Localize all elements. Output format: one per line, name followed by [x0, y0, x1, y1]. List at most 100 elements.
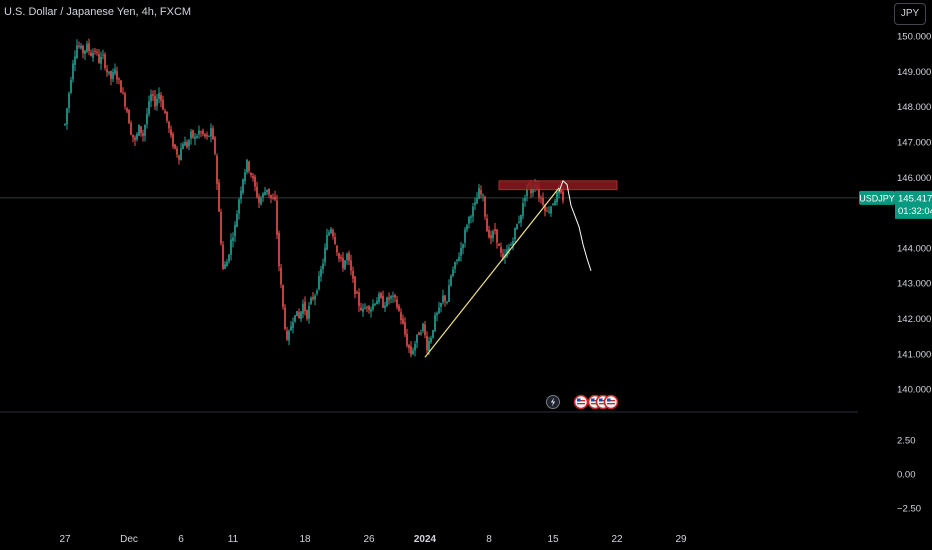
- candle-body: [126, 108, 128, 112]
- flag-circle: [573, 394, 589, 410]
- flash-icon[interactable]: [546, 395, 560, 409]
- candle-body: [562, 191, 564, 201]
- candle-body: [92, 52, 94, 58]
- candle: [318, 271, 320, 291]
- candle-body: [326, 235, 328, 250]
- candle-body: [100, 56, 102, 64]
- candle: [68, 91, 70, 114]
- us-flag-event-icon[interactable]: [573, 394, 589, 410]
- candle: [310, 296, 312, 306]
- candle-body: [532, 188, 534, 193]
- candle-body: [476, 198, 478, 204]
- candle-body: [148, 101, 150, 114]
- time-axis[interactable]: 27 Dec 6 11 18 26 2024 8 15 22 29: [59, 534, 687, 545]
- candle-body: [230, 239, 232, 255]
- candle: [308, 302, 310, 324]
- candle-body: [168, 122, 170, 129]
- candle-body: [66, 108, 68, 125]
- candle-body: [374, 303, 376, 306]
- candle: [394, 293, 396, 303]
- candle-body: [496, 229, 498, 243]
- candle: [218, 178, 220, 213]
- candle: [98, 49, 100, 64]
- candle-body: [378, 293, 380, 302]
- candle: [198, 125, 200, 139]
- symbol-title[interactable]: U.S. Dollar / Japanese Yen, 4h, FXCM: [4, 6, 192, 18]
- candle-body: [218, 182, 220, 212]
- candle-body: [418, 332, 420, 336]
- event-markers[interactable]: [546, 394, 619, 410]
- candle-body: [346, 253, 348, 260]
- candle-body: [150, 94, 152, 102]
- candle-body: [474, 202, 476, 206]
- candle: [384, 301, 386, 313]
- price-badge: USDJPY 145.417 01:32:04: [859, 190, 932, 219]
- candle-body: [488, 229, 490, 238]
- time-tick-label: 29: [675, 534, 687, 545]
- candle: [506, 244, 508, 258]
- indicator-tick-label: 0.00: [897, 469, 916, 480]
- candle: [174, 144, 176, 150]
- price-axis[interactable]: 150.000149.000148.000147.000146.000145.0…: [897, 32, 931, 515]
- candle: [292, 317, 294, 334]
- candle-body: [226, 262, 228, 267]
- us-flag-event-icon[interactable]: [603, 394, 619, 410]
- candle: [94, 47, 96, 55]
- candle: [190, 129, 192, 145]
- candle-body: [78, 45, 80, 47]
- candle: [280, 263, 282, 289]
- candle: [146, 108, 148, 129]
- candle-body: [134, 137, 136, 141]
- candle: [496, 229, 498, 249]
- candle-body: [176, 148, 178, 155]
- candle-body: [450, 275, 452, 286]
- candle-body: [400, 312, 402, 321]
- candle: [194, 132, 196, 146]
- candle-body: [324, 247, 326, 263]
- price-badge-value: 145.417: [898, 193, 932, 204]
- candle: [338, 252, 340, 263]
- candle: [440, 302, 442, 313]
- candle-body: [398, 305, 400, 311]
- candle: [374, 302, 376, 307]
- candle: [520, 214, 522, 227]
- candle: [438, 301, 440, 315]
- flag-stripe: [591, 403, 599, 405]
- price-tick-label: 147.000: [897, 138, 931, 149]
- candle-body: [480, 190, 482, 195]
- candle: [554, 198, 556, 206]
- candle: [314, 293, 316, 306]
- candle: [96, 48, 98, 56]
- candle: [486, 214, 488, 232]
- candle-body: [458, 256, 460, 261]
- candle-body: [308, 305, 310, 319]
- candle: [160, 91, 162, 107]
- candle: [90, 49, 92, 57]
- currency-button[interactable]: JPY: [894, 3, 926, 25]
- candle-body: [242, 179, 244, 193]
- candle-body: [312, 297, 314, 299]
- candle: [432, 329, 434, 339]
- candles: [64, 38, 564, 358]
- flag-stripe: [599, 400, 607, 402]
- candle-body: [278, 233, 280, 267]
- candle-body: [174, 144, 176, 149]
- candle: [334, 232, 336, 246]
- candle: [254, 174, 256, 192]
- candle-body: [190, 131, 192, 139]
- time-tick-label: 22: [611, 534, 623, 545]
- candle: [406, 328, 408, 348]
- candle: [202, 128, 204, 137]
- candle-body: [244, 172, 246, 182]
- candle: [152, 90, 154, 102]
- candle-body: [502, 253, 504, 260]
- candle: [424, 320, 426, 339]
- candle-body: [118, 78, 120, 80]
- candle-body: [370, 309, 372, 312]
- candle-body: [322, 263, 324, 269]
- time-tick-label: Dec: [120, 534, 138, 545]
- candle-body: [392, 295, 394, 297]
- candle: [248, 160, 250, 174]
